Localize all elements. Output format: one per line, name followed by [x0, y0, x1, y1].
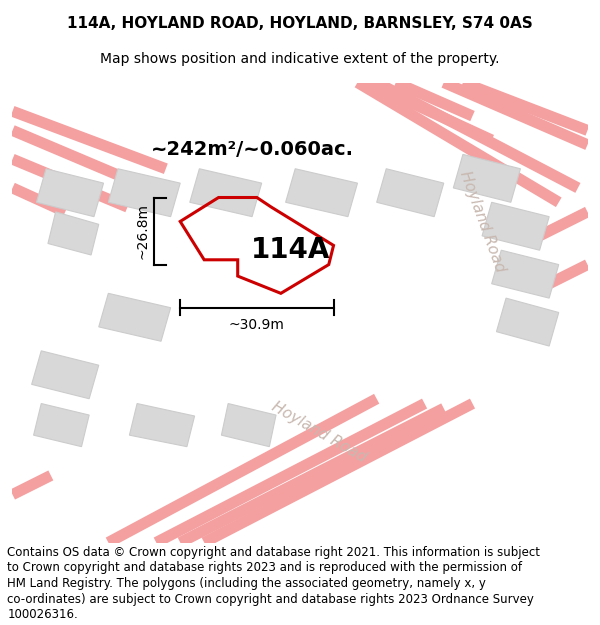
Polygon shape	[99, 293, 170, 341]
Polygon shape	[190, 169, 262, 217]
Text: 114A: 114A	[251, 236, 330, 264]
Polygon shape	[221, 404, 276, 447]
Polygon shape	[286, 169, 358, 217]
Polygon shape	[37, 169, 104, 217]
Polygon shape	[130, 404, 194, 447]
Text: HM Land Registry. The polygons (including the associated geometry, namely x, y: HM Land Registry. The polygons (includin…	[7, 577, 486, 590]
Text: Hoyland Road: Hoyland Road	[457, 169, 508, 274]
Text: Map shows position and indicative extent of the property.: Map shows position and indicative extent…	[100, 52, 500, 66]
Text: 100026316.: 100026316.	[7, 609, 78, 621]
Polygon shape	[34, 404, 89, 447]
Polygon shape	[496, 298, 559, 346]
Polygon shape	[482, 202, 549, 250]
Polygon shape	[32, 351, 99, 399]
Text: 114A, HOYLAND ROAD, HOYLAND, BARNSLEY, S74 0AS: 114A, HOYLAND ROAD, HOYLAND, BARNSLEY, S…	[67, 16, 533, 31]
Text: to Crown copyright and database rights 2023 and is reproduced with the permissio: to Crown copyright and database rights 2…	[7, 561, 522, 574]
Polygon shape	[454, 154, 520, 202]
Polygon shape	[491, 250, 559, 298]
Text: Hoyland Road: Hoyland Road	[269, 399, 369, 466]
Text: ~242m²/~0.060ac.: ~242m²/~0.060ac.	[151, 140, 353, 159]
Text: ~26.8m: ~26.8m	[136, 203, 150, 259]
Text: Contains OS data © Crown copyright and database right 2021. This information is : Contains OS data © Crown copyright and d…	[7, 546, 540, 559]
Text: co-ordinates) are subject to Crown copyright and database rights 2023 Ordnance S: co-ordinates) are subject to Crown copyr…	[7, 593, 534, 606]
Polygon shape	[377, 169, 444, 217]
Polygon shape	[48, 212, 99, 255]
Polygon shape	[109, 169, 180, 217]
Text: ~30.9m: ~30.9m	[229, 318, 285, 332]
